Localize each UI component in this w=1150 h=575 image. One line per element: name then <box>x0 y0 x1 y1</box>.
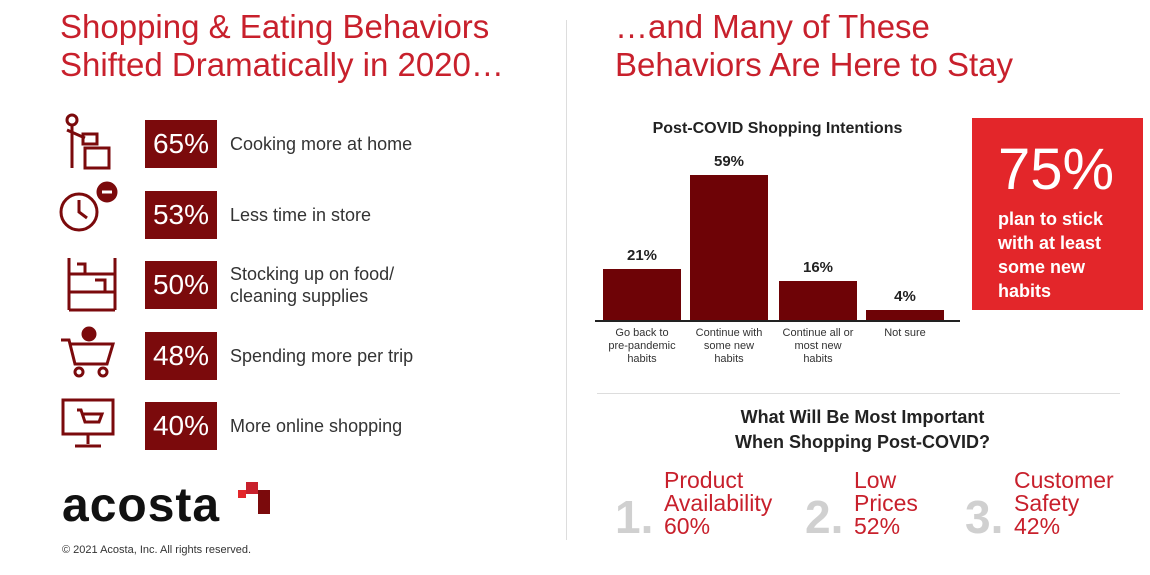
computer-icon <box>61 398 115 448</box>
x-tick-label: Continue all or most new habits <box>782 327 854 365</box>
x-tick-label: Go back to pre-pandemic habits <box>608 327 676 365</box>
cook-icon <box>65 113 111 170</box>
callout-percent: 75% <box>998 137 1115 202</box>
item-label: Cooking more at home <box>230 134 413 154</box>
clock-icon <box>59 181 118 232</box>
x-tick-label: Continue with some new habits <box>695 327 763 365</box>
value-label: 16% <box>802 258 834 276</box>
icons <box>59 113 118 448</box>
chart-title: Post-COVID Shopping Intentions <box>652 120 903 137</box>
logo: acosta <box>62 479 221 532</box>
left-title: Shopping & Eating Behaviors Shifted Dram… <box>60 8 504 83</box>
value-label: 4% <box>894 288 916 306</box>
answer-percent: 60% <box>664 513 711 539</box>
divider <box>566 20 567 540</box>
item-label: More online shopping <box>230 416 403 436</box>
question: What Will Be Most Important When Shoppin… <box>735 407 990 452</box>
percent-box: 53% <box>145 190 217 239</box>
rank: 2. <box>805 491 844 543</box>
percent-box: 40% <box>145 402 217 450</box>
answer-label: Product Availability <box>664 467 773 516</box>
answer-percent: 42% <box>1014 513 1061 539</box>
answer-label: Customer Safety <box>1014 467 1114 516</box>
item-label: Stocking up on food/ cleaning supplies <box>230 264 395 306</box>
bar <box>866 310 944 320</box>
callout-text: plan to stick with at least some new hab… <box>998 209 1104 301</box>
percent-box: 65% <box>145 120 217 168</box>
value-label: 59% <box>713 153 745 171</box>
divider <box>597 393 1120 394</box>
answer-label: Low Prices <box>854 467 918 516</box>
logo-mark <box>238 482 270 514</box>
bar <box>779 280 857 320</box>
rank: 1. <box>615 491 654 543</box>
bar <box>603 268 681 320</box>
rank: 3. <box>965 491 1004 543</box>
baseline <box>595 320 960 322</box>
percent-box: 50% <box>145 261 217 309</box>
answer-percent: 52% <box>854 513 901 539</box>
x-tick-label: Not sure <box>884 327 926 339</box>
item-label: Spending more per trip <box>230 345 414 366</box>
percent-box: 48% <box>145 331 217 380</box>
right-title: …and Many of These Behaviors Are Here to… <box>615 8 1014 83</box>
value-label: 21% <box>626 246 658 264</box>
bar <box>690 175 768 320</box>
item-label: Less time in store <box>230 204 372 225</box>
shelf-icon <box>67 258 117 312</box>
copyright: © 2021 Acosta, Inc. All rights reserved. <box>62 544 252 556</box>
cart-icon <box>61 326 116 378</box>
callout: 75% plan to stick with at least some new… <box>972 118 1143 310</box>
